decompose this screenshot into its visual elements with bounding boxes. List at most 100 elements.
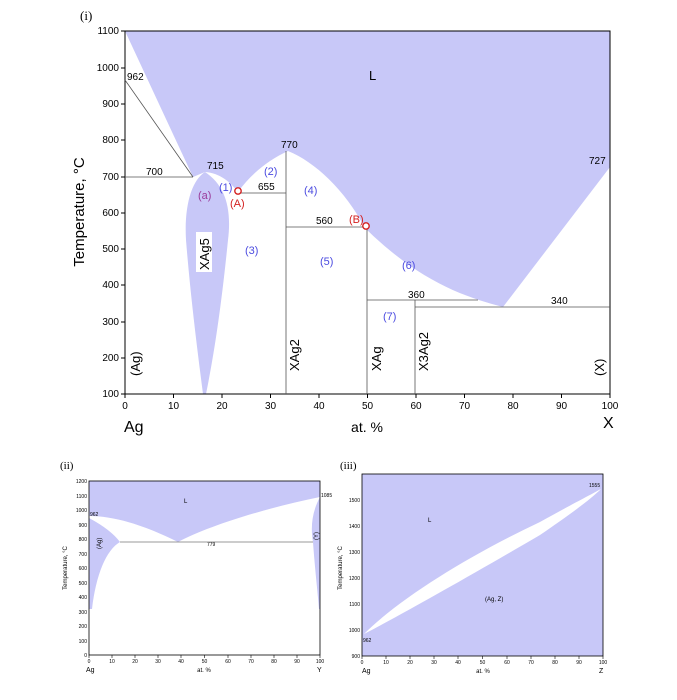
y-tick-label: 1100 [349, 602, 360, 608]
liquid-label-i: L [369, 68, 376, 83]
y-tick-label: 0 [84, 653, 87, 659]
y-axis-title-ii: Temperature, °C [63, 545, 69, 589]
y-tick-label: 800 [79, 537, 88, 543]
x-tick-label: 0 [361, 660, 364, 666]
y-tick-label: 300 [79, 610, 88, 616]
x-tick-labels-iii: 0 10 20 30 40 50 60 70 80 90 100 [361, 660, 608, 666]
point-b-label: (B) [349, 214, 364, 226]
phase-label-ag: (Ag) [128, 351, 143, 376]
temp-label-560: 560 [316, 216, 333, 227]
temp-label-1555-iii: 1555 [589, 483, 600, 489]
y-tick-label: 900 [352, 654, 361, 660]
y-tick-label: 1200 [76, 479, 87, 485]
panel-iii-label: (iii) [340, 460, 357, 472]
y-tick-label: 900 [79, 523, 88, 529]
x-tick-label: 50 [362, 401, 374, 412]
phase-label-y-ii: (Y) [314, 532, 320, 540]
y-tick-label: 400 [102, 280, 119, 291]
x-tick-label: 100 [316, 659, 325, 665]
y-tick-labels-i: 100 200 300 400 500 600 700 800 900 1000… [97, 26, 120, 400]
phase-label-x: (X) [592, 359, 607, 376]
x-tick-label: 80 [271, 659, 277, 665]
x-tick-label: 50 [202, 659, 208, 665]
x-tick-label: 60 [504, 660, 510, 666]
right-end-label-ii: Y [317, 667, 322, 674]
ticks-ii [88, 655, 321, 658]
phase-label-x3ag2: X3Ag2 [416, 332, 431, 371]
y-tick-label: 1000 [76, 508, 87, 514]
x-tick-label: 80 [552, 660, 558, 666]
region-label-2: (2) [264, 166, 277, 178]
y-tick-labels-iii: 900 1000 1100 1200 1300 1400 1500 [349, 498, 360, 660]
phase-label-xag2: XAg2 [287, 339, 302, 371]
x-tick-label: 60 [225, 659, 231, 665]
phase-label-xag: XAg [369, 346, 384, 371]
y-tick-label: 500 [79, 581, 88, 587]
x-tick-label: 90 [294, 659, 300, 665]
y-solid-region-ii [311, 497, 320, 609]
panel-i: (i) [71, 8, 619, 436]
y-tick-label: 100 [102, 389, 119, 400]
y-tick-label: 1000 [349, 628, 360, 634]
region-labels-i: (a) (1) (2) (3) (4) (5) (6) (7) [198, 166, 415, 323]
liquid-region-ii [89, 481, 320, 542]
point-a-marker [234, 187, 242, 195]
y-tick-label: 500 [102, 244, 119, 255]
left-end-label-iii: Ag [362, 668, 371, 675]
y-tick-label: 1300 [349, 550, 360, 556]
panel-ii: (ii) 0 10 20 30 40 50 60 70 80 90 100 [60, 460, 332, 674]
right-end-label-i: X [603, 415, 614, 432]
x-tick-label: 30 [265, 401, 277, 412]
x-tick-label: 70 [528, 660, 534, 666]
temp-label-700: 700 [146, 167, 163, 178]
ag-solid-region-ii [89, 518, 120, 609]
temp-label-779-ii: 779 [207, 542, 216, 548]
x-tick-label: 20 [132, 659, 138, 665]
temp-label-340: 340 [551, 296, 568, 307]
temp-label-715: 715 [207, 161, 224, 172]
y-tick-label: 1500 [349, 498, 360, 504]
y-tick-label: 700 [102, 172, 119, 183]
ticks-iii [361, 656, 604, 659]
liquid-label-ii: L [184, 499, 188, 505]
xag5-phase-region [185, 172, 230, 394]
panel-i-label: (i) [80, 8, 92, 23]
x-tick-label: 70 [248, 659, 254, 665]
temperature-labels-i: 962 700 715 655 770 560 727 360 340 [127, 72, 606, 307]
y-tick-labels-ii: 0 100 200 300 400 500 600 700 800 900 10… [76, 479, 87, 659]
xag5-label-backdrop [196, 232, 212, 272]
temp-label-727: 727 [589, 156, 606, 167]
y-tick-label: 1000 [97, 63, 120, 74]
temp-label-655: 655 [258, 182, 275, 193]
panel-ii-label: (ii) [60, 460, 74, 472]
phase-labels-i: (Ag) XAg5 XAg2 XAg X3Ag2 (X) [128, 238, 607, 376]
left-end-label-i: Ag [124, 419, 144, 436]
liquid-label-iii: L [428, 518, 432, 524]
x-tick-label: 30 [155, 659, 161, 665]
x-axis-title-ii: at. % [197, 668, 211, 674]
region-label-3: (3) [245, 245, 258, 257]
y-tick-label: 600 [102, 208, 119, 219]
x-axis-title-iii: at. % [476, 669, 490, 675]
y-tick-label: 1200 [349, 576, 360, 582]
phase-label-agz-iii: (Ag, Z) [485, 597, 503, 603]
point-b-marker [362, 222, 370, 230]
x-axis-title-i: at. % [351, 419, 383, 435]
y-tick-label: 200 [102, 353, 119, 364]
liquid-region-i [125, 31, 610, 307]
y-tick-label: 700 [79, 552, 88, 558]
x-tick-label: 30 [431, 660, 437, 666]
y-tick-label: 1400 [349, 524, 360, 530]
x-tick-label: 0 [122, 401, 128, 412]
y-axis-title-i: Temperature, °C [71, 157, 88, 267]
y-tick-label: 100 [79, 639, 88, 645]
y-tick-label: 300 [102, 317, 119, 328]
x-tick-label: 20 [407, 660, 413, 666]
y-tick-label: 1100 [97, 26, 119, 37]
region-label-6: (6) [402, 260, 415, 272]
x-tick-label: 0 [88, 659, 91, 665]
temp-label-770: 770 [281, 140, 298, 151]
x-tick-label: 100 [599, 660, 608, 666]
phase-label-xag5: XAg5 [197, 238, 212, 270]
